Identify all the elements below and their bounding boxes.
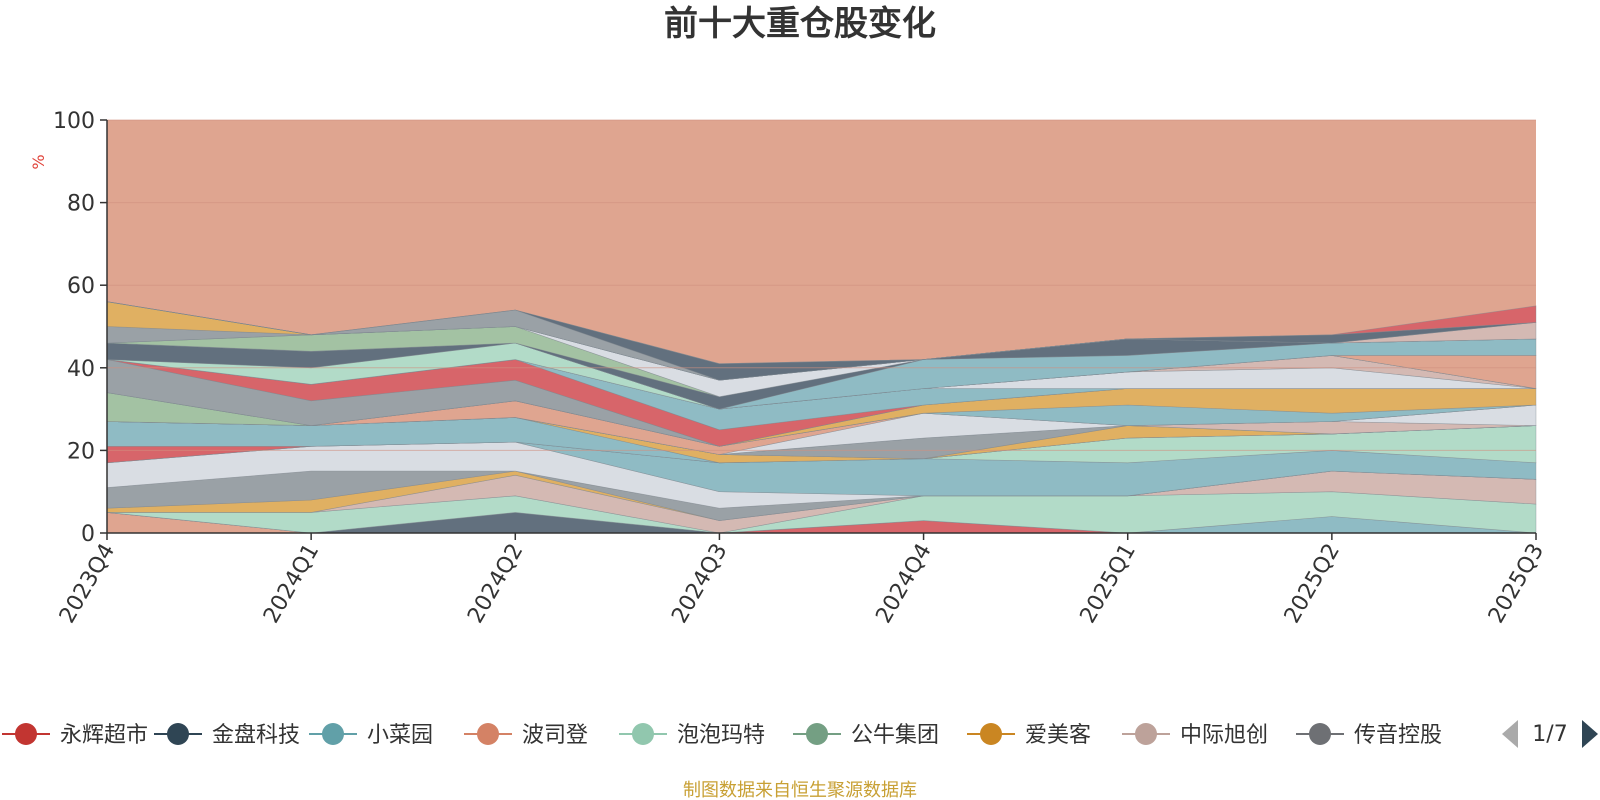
legend-item-传音控股[interactable]: 传音控股 xyxy=(1296,723,1442,748)
legend-prev-page-icon[interactable] xyxy=(1502,720,1518,748)
legend: 永辉超市 金盘科技 小菜园 波司登 泡泡玛特 公牛集团 爱美客 中际旭创 传音控股 xyxy=(2,723,1442,748)
data-source-note: 制图数据来自恒生聚源数据库 xyxy=(683,780,917,800)
legend-marker-icon xyxy=(1309,723,1331,745)
x-tick-label-2025Q3: 2025Q3 xyxy=(1484,540,1549,628)
y-tick-label-0: 0 xyxy=(81,522,95,547)
legend-item-爱美客[interactable]: 爱美客 xyxy=(967,723,1091,748)
y-tick-label-20: 20 xyxy=(67,439,95,464)
legend-item-中际旭创[interactable]: 中际旭创 xyxy=(1122,723,1268,748)
x-tick-label-2023Q4: 2023Q4 xyxy=(55,540,120,628)
legend-marker-icon xyxy=(1135,723,1157,745)
legend-item-泡泡玛特[interactable]: 泡泡玛特 xyxy=(619,723,765,748)
y-tick-label-40: 40 xyxy=(67,357,95,382)
y-tick-label-80: 80 xyxy=(67,192,95,217)
y-axis-unit: % xyxy=(29,154,48,169)
x-tick-label-2024Q3: 2024Q3 xyxy=(667,540,732,628)
legend-next-page-icon[interactable] xyxy=(1582,720,1598,748)
legend-item-金盘科技[interactable]: 金盘科技 xyxy=(154,723,300,748)
legend-marker-icon xyxy=(477,723,499,745)
legend-label: 中际旭创 xyxy=(1180,723,1268,748)
x-tick-label-2024Q2: 2024Q2 xyxy=(463,540,528,628)
legend-marker-icon xyxy=(322,723,344,745)
chart-title: 前十大重仓股变化 xyxy=(664,4,936,44)
legend-item-公牛集团[interactable]: 公牛集团 xyxy=(793,723,939,748)
legend-label: 泡泡玛特 xyxy=(677,723,765,748)
legend-marker-icon xyxy=(806,723,828,745)
x-axis: 2023Q4 2024Q1 2024Q2 2024Q3 2024Q4 2025Q1 2025… xyxy=(55,532,1549,628)
legend-label: 传音控股 xyxy=(1354,723,1442,748)
y-tick-label-100: 100 xyxy=(53,109,95,134)
legend-pager: 1/7 xyxy=(1502,720,1598,748)
x-tick-label-2024Q1: 2024Q1 xyxy=(259,540,324,628)
grid-lines xyxy=(107,119,1536,451)
legend-label: 金盘科技 xyxy=(212,723,300,748)
legend-marker-icon xyxy=(632,723,654,745)
legend-item-永辉超市[interactable]: 永辉超市 xyxy=(2,723,148,748)
legend-marker-icon xyxy=(980,723,1002,745)
plot-area xyxy=(106,120,1537,534)
legend-label: 波司登 xyxy=(522,723,588,748)
legend-page-indicator: 1/7 xyxy=(1532,722,1567,747)
legend-item-小菜园[interactable]: 小菜园 xyxy=(309,723,433,748)
legend-label: 爱美客 xyxy=(1025,723,1091,748)
legend-label: 永辉超市 xyxy=(60,723,148,748)
x-tick-label-2025Q2: 2025Q2 xyxy=(1280,540,1345,628)
legend-label: 小菜园 xyxy=(367,723,433,748)
legend-label: 公牛集团 xyxy=(851,723,939,748)
area-band-40 xyxy=(106,301,1537,365)
legend-marker-icon xyxy=(15,723,37,745)
x-tick-label-2024Q4: 2024Q4 xyxy=(871,540,936,628)
y-tick-label-60: 60 xyxy=(67,274,95,299)
legend-item-波司登[interactable]: 波司登 xyxy=(464,723,588,748)
legend-marker-icon xyxy=(167,723,189,745)
y-axis: 0 20 40 60 80 100 xyxy=(53,109,108,547)
x-tick-label-2025Q1: 2025Q1 xyxy=(1076,540,1141,628)
